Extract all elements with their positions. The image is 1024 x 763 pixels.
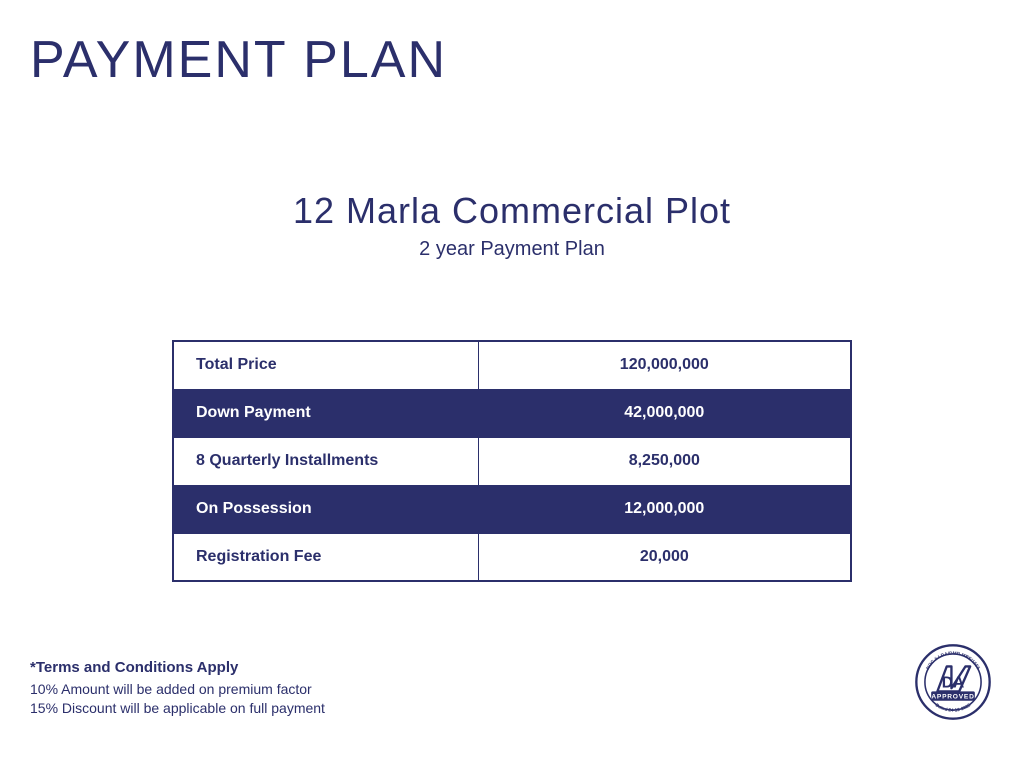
payment-plan-tbody: Total Price120,000,000Down Payment42,000… [173,341,851,581]
plot-duration: 2 year Payment Plan [0,238,1024,261]
row-label: Total Price [173,341,478,389]
terms-block: *Terms and Conditions Apply 10% Amount w… [30,659,325,719]
badge-banner-text: APPROVED [931,693,974,700]
approval-badge-icon: NOC # LDA/DMP-MBE/1555 Dated 24-10-2022 … [914,643,992,721]
row-label: Registration Fee [173,533,478,581]
terms-line-1: 10% Amount will be added on premium fact… [30,680,325,700]
terms-line-2: 15% Discount will be applicable on full … [30,699,325,719]
row-value: 20,000 [478,533,851,581]
row-label: On Possession [173,485,478,533]
row-value: 8,250,000 [478,437,851,485]
table-row: On Possession12,000,000 [173,485,851,533]
row-value: 120,000,000 [478,341,851,389]
row-value: 42,000,000 [478,389,851,437]
page-title: PAYMENT PLAN [30,30,447,90]
table-row: Registration Fee20,000 [173,533,851,581]
table-row: Down Payment42,000,000 [173,389,851,437]
badge-center-text: DA [942,674,965,691]
row-value: 12,000,000 [478,485,851,533]
table-row: Total Price120,000,000 [173,341,851,389]
terms-heading: *Terms and Conditions Apply [30,659,325,676]
plot-name: 12 Marla Commercial Plot [0,190,1024,232]
row-label: Down Payment [173,389,478,437]
table-row: 8 Quarterly Installments8,250,000 [173,437,851,485]
row-label: 8 Quarterly Installments [173,437,478,485]
payment-plan-table: Total Price120,000,000Down Payment42,000… [172,340,852,582]
